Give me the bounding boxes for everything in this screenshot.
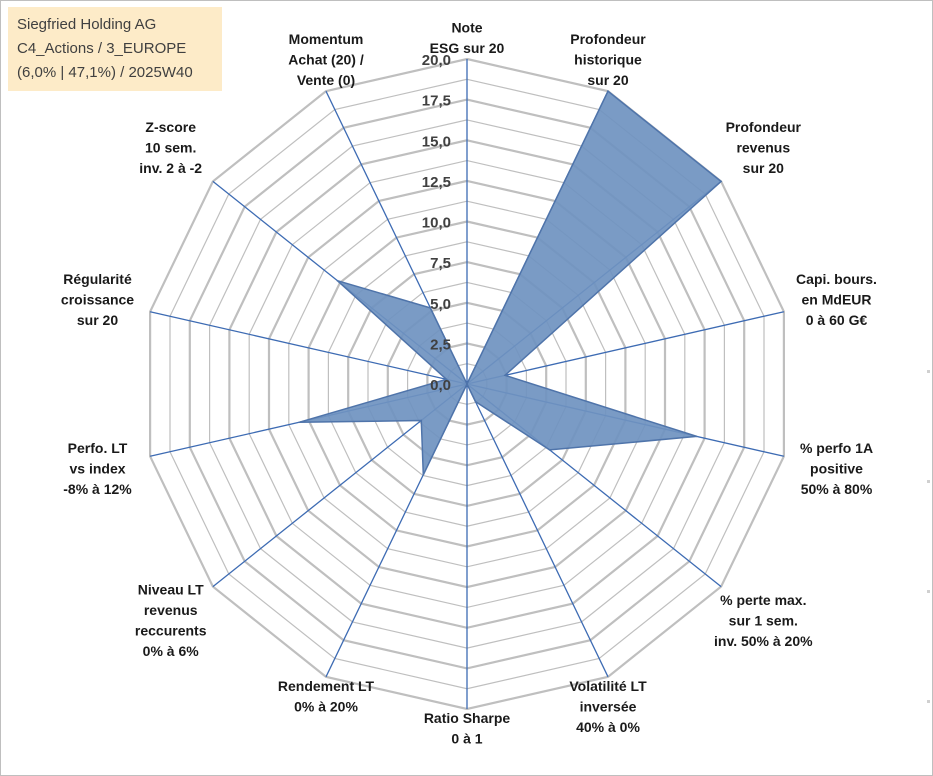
axis-label: Profondeur revenus sur 20 bbox=[726, 119, 802, 176]
chart-title: Siegfried Holding AG bbox=[17, 16, 157, 33]
radar-tick-labels: 0,0 2,5 5,0 7,5 10,0 12,5 15,0 17,5 20,0 bbox=[422, 52, 451, 394]
data-point bbox=[607, 90, 609, 92]
data-point bbox=[336, 279, 339, 282]
data-point bbox=[695, 435, 698, 438]
axis-label: % perfo 1A positive 50% à 80% bbox=[800, 440, 873, 497]
data-point bbox=[474, 400, 477, 403]
axis-label: Momentum Achat (20) / Vente (0) bbox=[288, 31, 364, 88]
axis-spoke bbox=[149, 311, 468, 385]
data-point bbox=[504, 374, 506, 377]
tick-label: 17,5 bbox=[422, 93, 451, 110]
data-point bbox=[445, 378, 448, 381]
tick-label: 5,0 bbox=[430, 296, 451, 313]
right-edge-marks bbox=[927, 370, 930, 710]
chart-title-box: Siegfried Holding AG C4_Actions / 3_EURO… bbox=[8, 7, 222, 91]
tick-label: 0,0 bbox=[430, 377, 451, 394]
data-point bbox=[720, 180, 722, 183]
axis-label: Note ESG sur 20 bbox=[430, 20, 505, 57]
series-area bbox=[298, 90, 723, 476]
tick-label: 7,5 bbox=[430, 255, 451, 272]
data-point bbox=[298, 421, 300, 424]
axis-label: Profondeur historique sur 20 bbox=[570, 31, 646, 88]
axis-label: Rendement LT 0% à 20% bbox=[278, 678, 375, 715]
axis-label: % perte max. sur 1 sem. inv. 50% à 20% bbox=[714, 592, 813, 649]
tick-label: 10,0 bbox=[422, 215, 451, 232]
chart-subtitle-category: C4_Actions / 3_EUROPE bbox=[17, 40, 187, 57]
data-point bbox=[429, 307, 432, 309]
axis-label: Volatilité LT inversée 40% à 0% bbox=[569, 678, 647, 735]
axis-spoke bbox=[466, 383, 609, 678]
tick-label: 12,5 bbox=[422, 174, 451, 191]
tick-label: 20,0 bbox=[422, 52, 451, 69]
radar-series bbox=[298, 90, 723, 476]
axis-label: Z-score 10 sem. inv. 2 à -2 bbox=[139, 119, 202, 176]
data-point bbox=[548, 449, 551, 451]
axis-label: Perfo. LT vs index -8% à 12% bbox=[63, 440, 132, 497]
axis-label: Niveau LT revenus reccurents 0% à 6% bbox=[135, 582, 207, 660]
radar-axis-labels: Note ESG sur 20 Profondeur historique sur 20… bbox=[61, 20, 877, 747]
tick-label: 2,5 bbox=[430, 336, 451, 353]
axis-label: Régularité croissance sur 20 bbox=[61, 271, 134, 328]
data-point bbox=[466, 383, 468, 385]
axis-spoke bbox=[466, 311, 785, 385]
tick-label: 15,0 bbox=[422, 133, 451, 150]
axis-label: Capi. bours. en MdEUR 0 à 60 G€ bbox=[796, 271, 877, 328]
axis-label: Ratio Sharpe 0 à 1 bbox=[424, 710, 511, 747]
chart-subtitle-stats: (6,0% | 47,1%) / 2025W40 bbox=[17, 64, 193, 81]
data-point bbox=[420, 419, 423, 422]
data-point bbox=[422, 474, 425, 476]
